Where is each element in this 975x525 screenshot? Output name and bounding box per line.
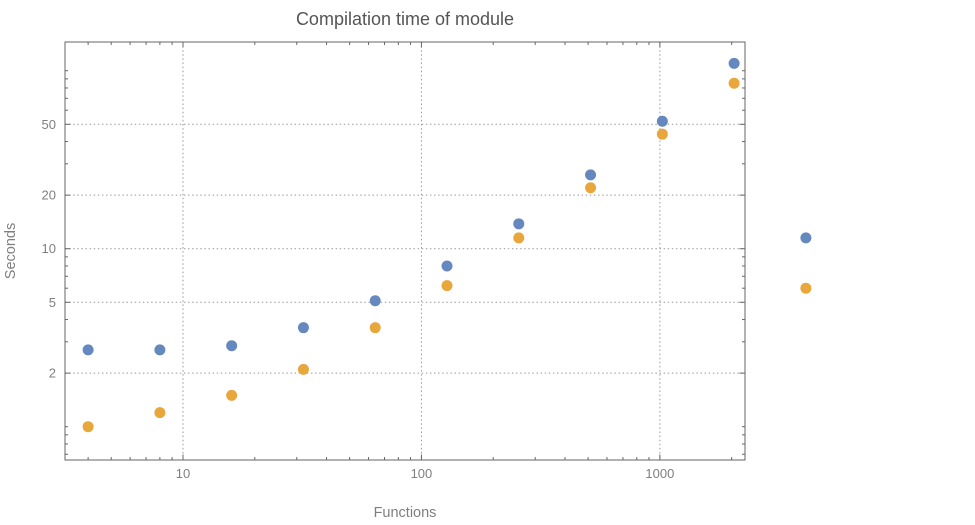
data-point-blue: [82, 344, 94, 356]
data-point-blue: [297, 322, 309, 334]
data-point-orange: [226, 389, 238, 401]
axis-ticks: [65, 42, 745, 460]
data-point-blue: [513, 218, 525, 230]
gridlines: [65, 42, 745, 460]
plot-frame: [64, 41, 746, 461]
data-point-orange: [656, 128, 668, 140]
y-tick-label: 2: [49, 366, 56, 381]
tick-labels: 10 100 1000 2 5 10 20 50: [42, 117, 675, 481]
x-tick-label: 10: [176, 466, 190, 481]
data-point-blue: [585, 169, 597, 181]
y-tick-label: 50: [42, 117, 56, 132]
data-point-orange: [297, 363, 309, 375]
data-point-orange: [728, 77, 740, 89]
data-point-blue: [369, 295, 381, 307]
data-point-orange: [441, 280, 453, 292]
y-tick-label: 5: [49, 295, 56, 310]
data-points: [82, 57, 812, 433]
data-point-orange: [513, 232, 525, 244]
y-tick-label: 20: [42, 188, 56, 203]
data-point-orange: [369, 322, 381, 334]
data-point-orange: [82, 421, 94, 433]
data-point-orange: [800, 282, 812, 294]
data-point-orange: [154, 407, 166, 419]
x-axis-label: Functions: [374, 505, 437, 521]
data-point-blue: [656, 115, 668, 127]
y-axis-label: Seconds: [3, 223, 19, 279]
data-point-blue: [226, 340, 238, 352]
data-point-blue: [154, 344, 166, 356]
y-tick-label: 10: [42, 241, 56, 256]
data-point-blue: [800, 232, 812, 244]
chart-title: Compilation time of module: [296, 9, 514, 29]
x-tick-label: 1000: [645, 466, 674, 481]
data-point-blue: [728, 57, 740, 69]
data-point-blue: [441, 260, 453, 272]
x-tick-label: 100: [411, 466, 433, 481]
data-point-orange: [585, 182, 597, 194]
